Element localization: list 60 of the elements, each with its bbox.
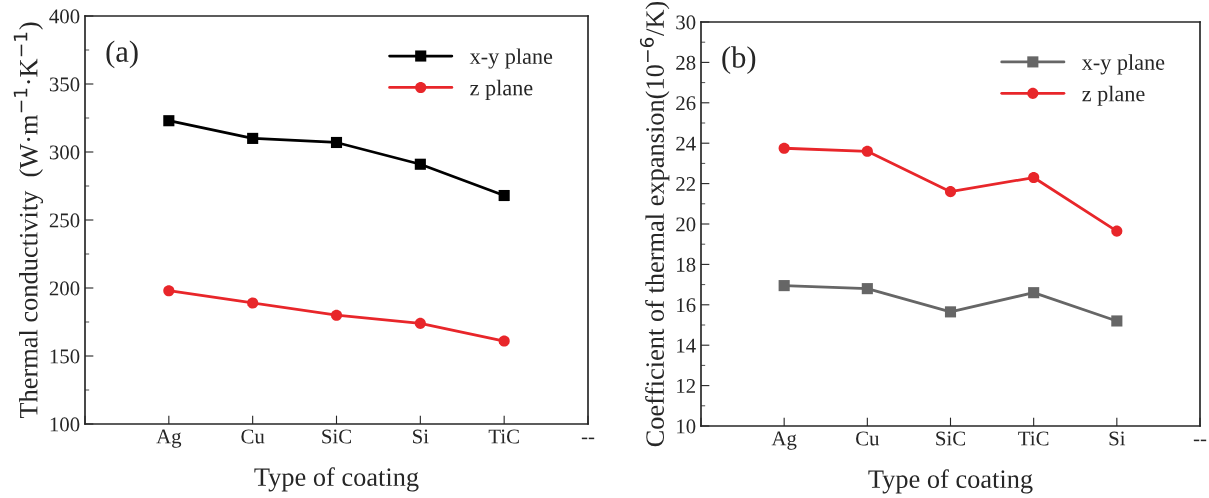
x-axis-title: Type of coating <box>868 469 1033 494</box>
point <box>1111 225 1123 237</box>
y-axis-title: Coefficient of thermal expansion(10$^{−6}$/K) <box>639 1 670 447</box>
x-tick-label: SiC <box>322 429 351 444</box>
point <box>778 142 790 154</box>
y-tick-label: 20 <box>676 217 696 232</box>
point <box>247 132 259 144</box>
y-tick-label: 200 <box>49 281 80 296</box>
y-tick-label: 22 <box>676 177 695 191</box>
point <box>414 158 426 170</box>
point <box>498 335 510 347</box>
y-tick-label: 300 <box>49 145 80 160</box>
y-tick-label: 250 <box>49 213 80 228</box>
y-tick-label: 14 <box>677 338 696 353</box>
point <box>861 283 873 295</box>
point <box>330 309 343 321</box>
legend-label: x-y plane <box>1081 54 1165 75</box>
point <box>944 186 957 198</box>
y-tick-label: 100 <box>50 417 80 432</box>
point <box>330 136 343 149</box>
point <box>163 115 175 127</box>
y-tick-label: 10 <box>677 419 696 434</box>
x-tick-label: -- <box>1193 439 1207 442</box>
point <box>861 145 873 157</box>
y-tick-label: 150 <box>50 349 80 364</box>
x-tick-label: Cu <box>856 431 880 446</box>
y-axis-title: Thermal conductivity (W·m$^{−1}$·K$^{−1}$) <box>13 22 44 419</box>
y-tick-label: 30 <box>676 15 696 30</box>
x-tick-label: TiC <box>488 429 519 444</box>
x-tick-label: Cu <box>241 429 265 444</box>
annotation: (a) <box>106 40 138 69</box>
y-tick-label: 24 <box>676 136 696 151</box>
y-tick-label: 28 <box>676 55 696 70</box>
point <box>1028 171 1040 184</box>
point <box>944 306 957 318</box>
y-tick-label: 18 <box>677 257 696 272</box>
point <box>247 297 259 309</box>
x-tick-label: Si <box>1109 431 1126 446</box>
y-tick-label: 26 <box>676 96 696 111</box>
x-tick-label: TiC <box>1018 431 1049 446</box>
point <box>1028 287 1040 299</box>
x-tick-label: SiC <box>936 431 965 446</box>
y-tick-label: 12 <box>677 379 695 393</box>
point <box>498 189 510 202</box>
x-tick-label: Si <box>413 429 429 444</box>
legend-label: x-y plane <box>469 48 553 69</box>
x-tick-label: -- <box>581 437 595 440</box>
y-tick-label: 350 <box>49 77 80 92</box>
point <box>778 280 790 292</box>
point <box>1111 315 1123 327</box>
x-tick-label: Ag <box>156 429 182 448</box>
y-tick-label: 400 <box>49 9 80 24</box>
legend-label: z plane <box>1082 85 1145 106</box>
x-axis-title: Type of coating <box>254 467 419 492</box>
annotation: (b) <box>722 46 756 74</box>
point <box>414 317 426 329</box>
point <box>163 285 175 297</box>
y-tick-label: 16 <box>677 298 696 313</box>
x-tick-label: Ag <box>771 431 797 450</box>
legend-label: z plane <box>470 79 533 100</box>
